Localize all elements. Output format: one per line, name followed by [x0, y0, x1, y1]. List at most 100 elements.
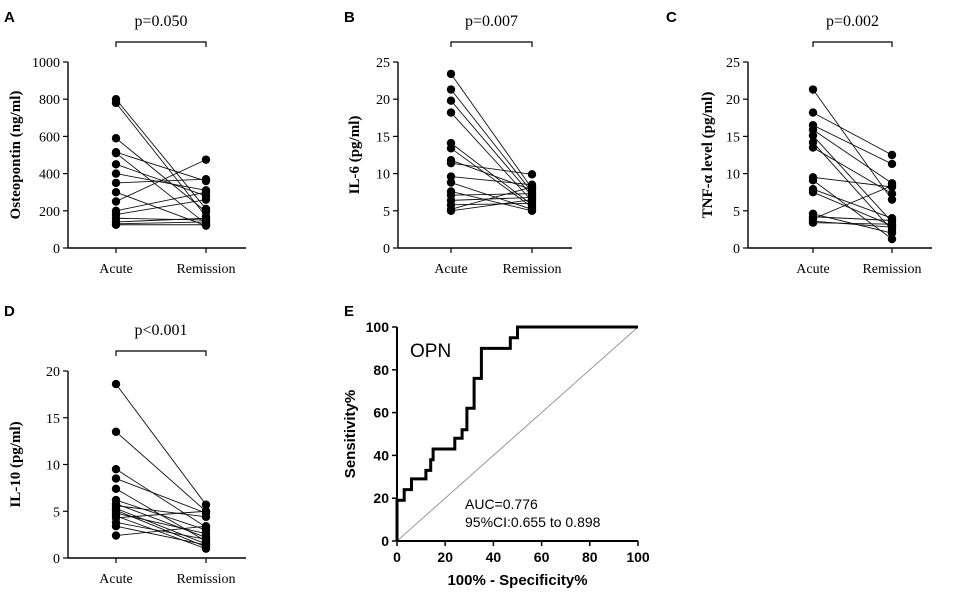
remission-point	[527, 206, 537, 215]
pair-line	[115, 478, 207, 514]
y-tick-label: 60	[373, 405, 389, 421]
pair-line	[115, 431, 207, 512]
x-tick-label: Remission	[176, 572, 235, 587]
acute-point	[111, 474, 121, 483]
y-tick-label: 5	[383, 205, 390, 220]
acute-point	[808, 176, 818, 185]
pair-line	[115, 525, 207, 537]
pair-line	[115, 102, 207, 217]
pair-line	[812, 124, 893, 165]
panel-letter: A	[4, 9, 15, 26]
pair-line	[450, 73, 533, 189]
x-tick-label: 40	[486, 549, 502, 565]
significance-bracket	[812, 41, 893, 47]
pair-line	[115, 508, 207, 545]
x-tick-label: 20	[437, 549, 453, 565]
y-axis-label: IL-10 (pg/ml)	[8, 421, 24, 507]
remission-point	[201, 500, 211, 509]
remission-point	[887, 150, 897, 160]
acute-point	[111, 178, 121, 188]
remission-point	[201, 220, 211, 229]
pair-line	[115, 525, 207, 546]
p-value-label: p<0.001	[134, 322, 187, 339]
acute-point	[111, 134, 121, 143]
pair-line	[115, 159, 207, 202]
y-tick-label: 10	[376, 168, 390, 183]
remission-point	[201, 207, 211, 216]
acute-point	[111, 427, 121, 436]
y-tick-label: 25	[726, 56, 740, 71]
pair-line	[115, 505, 207, 518]
p-value-label: p=0.002	[826, 13, 879, 30]
x-tick-label: Acute	[434, 262, 467, 277]
pair-line	[812, 220, 893, 228]
x-tick-label: Remission	[176, 262, 235, 277]
panel-letter: D	[4, 303, 15, 320]
pair-line	[812, 147, 893, 195]
x-tick-label: 80	[582, 549, 598, 565]
pair-line	[115, 383, 207, 505]
series-label: OPN	[410, 341, 451, 362]
pair-line	[450, 199, 533, 212]
acute-point	[446, 144, 456, 153]
acute-point	[808, 125, 818, 134]
x-axis-label: 100% - Specificity%	[447, 572, 587, 589]
pair-line	[450, 142, 533, 206]
acute-point	[111, 169, 121, 178]
remission-point	[201, 155, 211, 164]
acute-point	[111, 98, 121, 108]
remission-point	[527, 182, 537, 192]
pair-line	[450, 162, 533, 175]
pair-line	[812, 188, 893, 219]
y-tick-label: 25	[376, 56, 390, 71]
pair-line	[812, 185, 893, 220]
remission-point	[887, 234, 897, 244]
y-tick-label: 0	[53, 242, 60, 257]
ci-annotation: 95%CI:0.655 to 0.898	[465, 514, 601, 530]
y-tick-label: 5	[53, 505, 60, 520]
pair-line	[450, 112, 533, 202]
p-value-label: p=0.050	[134, 13, 187, 30]
pair-line	[115, 173, 207, 191]
pair-line	[115, 217, 207, 221]
panel-c: C 0 5 10 15 20 25 Acute Remission TNF-α level (pg…	[666, 9, 932, 277]
y-tick-label: 200	[39, 205, 60, 220]
pair-line	[115, 221, 207, 225]
remission-point	[527, 170, 537, 179]
acute-point	[111, 379, 121, 389]
y-tick-label: 0	[53, 552, 60, 567]
x-tick-label: 0	[393, 549, 401, 565]
remission-point	[201, 195, 211, 204]
acute-point	[111, 197, 121, 206]
significance-bracket	[115, 41, 207, 47]
remission-point	[527, 195, 537, 204]
x-tick-label: Acute	[99, 262, 132, 277]
acute-point	[446, 85, 456, 94]
acute-point	[446, 108, 456, 117]
pair-line	[115, 503, 207, 538]
p-value-label: p=0.007	[465, 13, 518, 30]
remission-point	[201, 522, 211, 531]
panel-letter: B	[344, 9, 355, 26]
y-tick-label: 80	[373, 362, 389, 378]
panel-letter: E	[344, 303, 354, 320]
y-tick-label: 15	[726, 130, 740, 145]
remission-point	[887, 181, 897, 190]
pair-line	[450, 193, 533, 196]
acute-point	[808, 108, 818, 117]
pair-line	[812, 222, 893, 225]
remission-point	[201, 188, 211, 197]
x-tick-label: Acute	[796, 262, 829, 277]
significance-bracket	[450, 41, 533, 47]
reference-line	[396, 326, 639, 542]
acute-point	[111, 522, 121, 531]
remission-point	[201, 540, 211, 550]
pair-line	[115, 191, 207, 212]
x-tick-label: Acute	[99, 572, 132, 587]
y-tick-label: 20	[46, 365, 60, 380]
pair-line	[450, 202, 533, 206]
y-tick-label: 15	[46, 412, 60, 427]
acute-point	[446, 69, 456, 79]
y-tick-label: 10	[726, 168, 740, 183]
acute-point	[111, 464, 121, 474]
